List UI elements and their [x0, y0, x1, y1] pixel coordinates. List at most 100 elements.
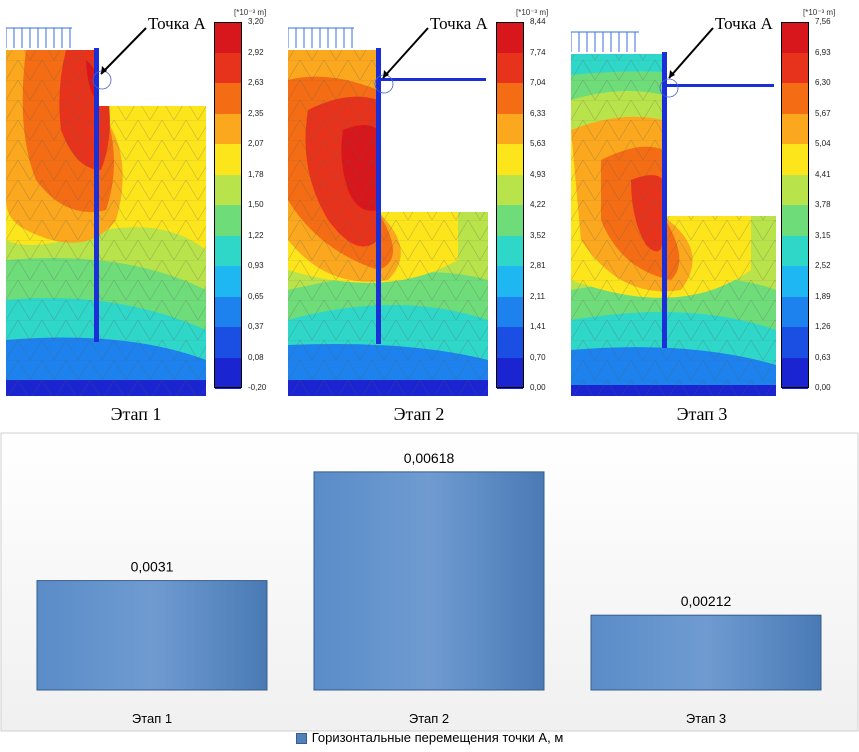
scale-tick-label: 2,92 [248, 47, 264, 57]
scale-tick-label: 1,41 [530, 322, 546, 331]
category-label: Этап 3 [686, 711, 726, 726]
scale-swatch [497, 83, 523, 114]
stage-caption-3: Этап 3 [676, 404, 728, 424]
contour-panel-3: Точка А [*10⁻³ m] 7,56 6,93 6,30 5,67 5,04 4,… [571, 0, 843, 400]
scale-tick-label: 2,63 [248, 78, 264, 87]
scale-swatch [215, 144, 241, 175]
scale-tick-label: 7,56 [815, 17, 831, 26]
scale-swatch [782, 174, 808, 206]
scale-tick-label: 1,89 [815, 291, 831, 301]
scale-tick-label: 3,15 [815, 230, 831, 240]
color-scale [214, 22, 242, 388]
scale-swatch [215, 52, 241, 84]
category-label: Этап 2 [409, 711, 449, 726]
stage-caption-1: Этап 1 [110, 404, 162, 424]
scale-swatch [497, 52, 523, 84]
scale-tick-label: 6,30 [815, 78, 831, 87]
scale-unit-label: [*10⁻³ m] [234, 8, 267, 17]
scale-tick-label: 1,78 [248, 169, 264, 179]
scale-swatch [497, 357, 523, 389]
scale-tick-label: -0,20 [248, 383, 267, 392]
scale-tick-label: 1,22 [248, 230, 264, 240]
scale-swatch [497, 266, 523, 297]
scale-swatch [782, 296, 808, 328]
scale-swatch [497, 113, 523, 145]
scale-tick-label: 0,00 [815, 383, 831, 392]
scale-swatch [215, 205, 241, 236]
scale-swatch [215, 113, 241, 145]
scale-tick-label: 6,33 [530, 108, 546, 118]
scale-swatch [782, 144, 808, 175]
scale-tick-label: 1,50 [248, 200, 264, 209]
scale-tick-label: 2,07 [248, 139, 264, 148]
scale-swatch [497, 22, 523, 53]
scale-tick-label: 0,00 [530, 383, 546, 392]
point-a-label: Точка А [430, 14, 488, 33]
scale-swatch [782, 113, 808, 145]
scale-tick-label: 0,08 [248, 352, 264, 362]
scale-tick-label: 5,63 [530, 139, 546, 148]
scale-tick-label: 0,63 [815, 352, 831, 362]
scale-tick-label: 2,52 [815, 261, 831, 270]
scale-tick-label: 7,74 [530, 47, 546, 57]
scale-tick-label: 7,04 [530, 78, 546, 87]
scale-swatch [782, 327, 808, 358]
scale-tick-label: 3,78 [815, 200, 831, 209]
scale-swatch [215, 22, 241, 53]
scale-tick-label: 2,81 [530, 261, 546, 270]
scale-swatch [497, 296, 523, 328]
legend-label: Горизонтальные перемещения точки А, м [311, 730, 564, 745]
scale-swatch [215, 357, 241, 389]
point-a-label: Точка А [715, 14, 773, 33]
scale-tick-label: 0,37 [248, 322, 264, 331]
scale-swatch [782, 205, 808, 236]
scale-swatch [215, 235, 241, 267]
bar [590, 614, 822, 691]
scale-swatch [215, 296, 241, 328]
contour-panel-2: Точка А [*10⁻³ m] 8,44 7,74 7,04 6,33 5,63 4,… [288, 0, 560, 400]
category-label: Этап 1 [132, 711, 172, 726]
contour-panel-1: Точка А [*10⁻³ m] 3,20 2,92 2,63 2,35 2,07 1,… [6, 0, 278, 400]
scale-tick-label: 2,11 [530, 291, 545, 301]
bar-chart-svg: 0,0031 Этап 1 0,00618 Этап 2 0,00212 Этап 3 [0, 432, 859, 732]
point-a-label: Точка А [148, 14, 206, 33]
scale-tick-label: 0,65 [248, 291, 264, 301]
scale-unit-label: [*10⁻³ m] [803, 8, 836, 17]
stage-caption-2: Этап 2 [393, 404, 445, 424]
scale-unit-label: [*10⁻³ m] [516, 8, 549, 17]
scale-swatch [782, 357, 808, 389]
scale-tick-label: 4,22 [530, 200, 546, 209]
scale-swatch [215, 327, 241, 358]
scale-swatch [782, 52, 808, 84]
contour-plot-2 [288, 0, 488, 396]
scale-tick-label: 0,93 [248, 261, 264, 270]
scale-swatch [215, 174, 241, 206]
bar-chart: 0,0031 Этап 1 0,00618 Этап 2 0,00212 Этап 3 [0, 432, 859, 752]
legend-swatch [295, 733, 307, 745]
bar-data-label: 0,00618 [404, 450, 455, 466]
color-scale [781, 22, 809, 388]
point-a-arrow [100, 27, 147, 75]
scale-swatch [215, 83, 241, 114]
scale-swatch [782, 83, 808, 114]
scale-tick-label: 5,04 [815, 139, 831, 148]
bar-data-label: 0,0031 [131, 559, 174, 575]
scale-tick-label: 6,93 [815, 47, 831, 57]
chart-legend: Горизонтальные перемещения точки А, м [0, 730, 859, 745]
scale-swatch [782, 235, 808, 267]
scale-swatch [782, 22, 808, 53]
bar [36, 580, 268, 691]
scale-swatch [497, 174, 523, 206]
scale-tick-label: 3,20 [248, 17, 264, 26]
scale-swatch [215, 266, 241, 297]
scale-swatch [497, 235, 523, 267]
scale-tick-label: 5,67 [815, 108, 831, 118]
scale-tick-label: 4,41 [815, 169, 831, 179]
scale-swatch [497, 327, 523, 358]
scale-tick-label: 8,44 [530, 17, 546, 26]
color-scale [496, 22, 524, 388]
scale-swatch [497, 144, 523, 175]
scale-swatch [782, 266, 808, 297]
scale-tick-label: 2,35 [248, 108, 264, 118]
scale-tick-label: 4,93 [530, 169, 546, 179]
